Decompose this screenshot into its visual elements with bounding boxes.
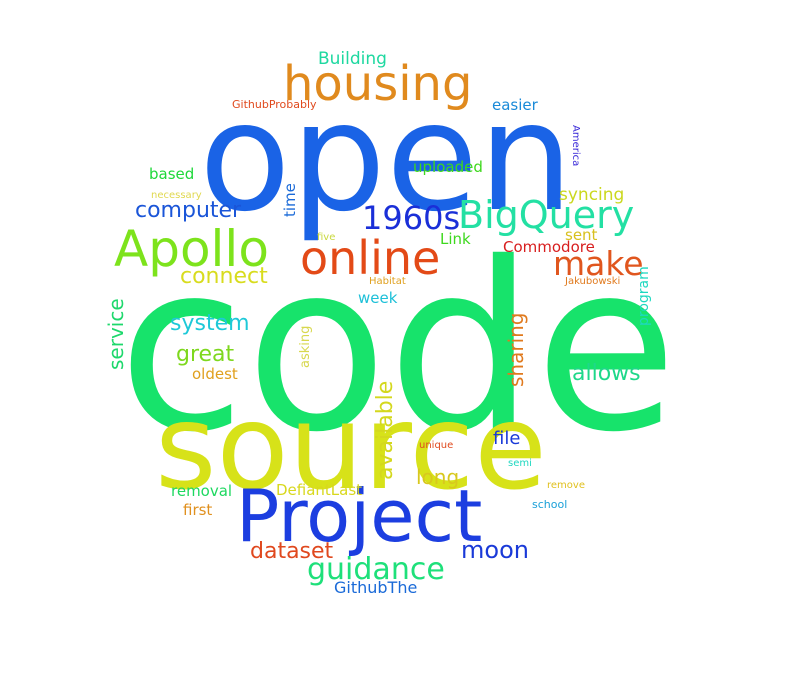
word-removal: removal bbox=[171, 482, 233, 500]
word-apollo: Apollo bbox=[114, 220, 269, 278]
word-remove: remove bbox=[547, 480, 585, 491]
word-online: online bbox=[300, 231, 441, 285]
word-uploaded: uploaded bbox=[413, 158, 483, 176]
word-defiantlast: DefiantLast bbox=[276, 481, 363, 499]
word-connect: connect bbox=[180, 264, 268, 289]
word-githubthe: GithubThe bbox=[334, 578, 418, 597]
word-first: first bbox=[183, 501, 213, 519]
word-moon: moon bbox=[461, 536, 529, 564]
word-program: program bbox=[636, 266, 652, 326]
word-system: system bbox=[170, 311, 250, 336]
word-link: Link bbox=[440, 230, 471, 248]
word-source: source bbox=[155, 378, 547, 516]
word-oldest: oldest bbox=[192, 365, 238, 383]
word-available: available bbox=[373, 380, 398, 480]
word-dataset: dataset bbox=[250, 539, 334, 564]
word-syncing: syncing bbox=[559, 185, 625, 205]
word-america: America bbox=[570, 125, 581, 167]
word-service: service bbox=[104, 298, 128, 370]
word-1960s: 1960s bbox=[362, 199, 461, 237]
word-long: long bbox=[416, 465, 460, 489]
word-file: file bbox=[493, 428, 521, 449]
word-five: five bbox=[317, 232, 336, 243]
word-building: Building bbox=[318, 49, 387, 69]
word-make: make bbox=[553, 244, 644, 283]
word-easier: easier bbox=[492, 96, 538, 114]
word-housing: housing bbox=[283, 56, 473, 112]
word-project: Project bbox=[236, 474, 483, 558]
word-sent: sent bbox=[565, 226, 598, 244]
word-asking: asking bbox=[298, 325, 313, 368]
word-week: week bbox=[358, 289, 398, 307]
word-bigquery: BigQuery bbox=[458, 193, 635, 237]
word-open: open bbox=[199, 71, 574, 245]
word-githubprobably: GithubProbably bbox=[232, 98, 317, 111]
word-based: based bbox=[149, 165, 195, 183]
word-habitat: Habitat bbox=[369, 276, 406, 287]
word-jakubowski: Jakubowski bbox=[565, 276, 621, 287]
word-semi: semi bbox=[508, 458, 532, 469]
word-commodore: Commodore bbox=[503, 238, 595, 256]
word-unique: unique bbox=[419, 440, 454, 451]
word-school: school bbox=[532, 498, 568, 511]
word-guidance: guidance bbox=[307, 552, 445, 587]
word-allows: allows bbox=[572, 361, 641, 386]
word-code: code bbox=[118, 213, 678, 483]
word-necessary: necessary bbox=[151, 190, 202, 201]
word-great: great bbox=[176, 342, 235, 367]
word-computer: computer bbox=[135, 198, 242, 223]
word-sharing: sharing bbox=[504, 312, 528, 387]
word-time: time bbox=[281, 183, 299, 217]
